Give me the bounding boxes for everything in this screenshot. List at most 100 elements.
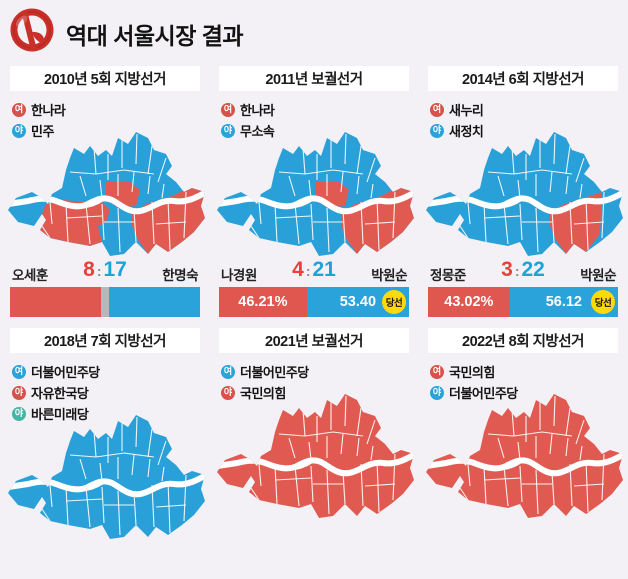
score-colon: : [305,263,311,279]
district-border-line [340,171,344,193]
seoul-district-map [8,132,205,256]
vote-pct-label: 53.40 [339,294,377,310]
candidate-name-right: 박원순 [371,268,407,283]
party-side-badge: 야 [12,385,26,400]
district-border-line [549,171,553,193]
party-side-badge: 야 [430,123,444,138]
district-border-line [49,201,53,225]
seoul-district-map [217,132,414,256]
district-border-line [167,197,171,251]
party-side-badge: 야 [221,385,235,400]
vote-share-bar: 43.02% 56.12 당선 [428,287,618,317]
party-legend: 여 새누리 야 새정치 [430,99,484,141]
district-border-line [308,179,312,199]
legend-item: 야 바른미래당 [12,403,100,424]
candidate-name-left: 오세훈 [12,268,48,283]
legend-item: 야 더불어민주당 [430,382,518,403]
vote-bar-segment-blue: 56.12 당선 [509,287,618,317]
district-score: 4:21 [219,258,409,282]
seoul-district-map [8,415,205,539]
page-title: 역대 서울시장 결과 [66,23,244,49]
vote-bar-segment-red: 43.02% [428,287,510,317]
candidate-name-right: 박원순 [580,268,616,283]
party-legend: 여 국민의힘 야 더불어민주당 [430,361,518,403]
han-river-fork [488,198,523,209]
district-border-line [133,209,137,243]
map-base-silhouette [217,394,414,518]
district-border-line [65,203,69,243]
election-title: 2010년 5회 지방선거 [10,66,200,91]
party-side-badge: 야 [221,123,235,138]
party-side-badge: 여 [430,364,444,379]
party-name-label: 무소속 [240,124,275,139]
candidate-name-right: 한명숙 [162,268,198,283]
district-border-line [302,409,306,437]
district-border-line [294,203,300,245]
party-name-label: 바른미래당 [31,407,89,422]
district-border-line [278,169,364,175]
district-border-line [155,221,187,225]
party-name-label: 한나라 [31,103,66,118]
district-region-west_cluster [40,200,110,246]
election-title: 2011년 보궐선거 [219,66,409,91]
district-border-line [342,209,346,243]
district-border-line [553,133,556,165]
district-border-line [310,203,314,241]
election-title: 2022년 8회 지방선거 [428,328,618,353]
han-river-fork [70,198,105,209]
district-border-line [326,207,330,253]
district-border-line [147,145,153,175]
candidate-name-left: 정몽준 [430,268,466,283]
legend-item: 야 무소속 [221,120,275,141]
district-border-line [517,179,521,199]
party-name-label: 민주 [31,124,54,139]
district-border-line [344,395,347,427]
score-blue-count: 22 [521,258,545,281]
district-border-line [535,207,539,253]
district-border-line [553,395,556,427]
district-border-line [565,145,571,175]
legend-item: 야 민주 [12,120,65,141]
district-border-line [497,175,505,197]
district-border-line [565,407,571,437]
party-legend: 여 더불어민주당 야 국민의힘 [221,361,309,403]
district-border-line [135,133,138,165]
district-border-line [487,169,573,175]
district-border-line [258,201,262,225]
legend-item: 여 더불어민주당 [12,361,100,382]
score-blue-count: 17 [103,258,127,281]
party-name-label: 더불어민주당 [449,386,518,401]
candidate-name-left: 나경원 [221,268,257,283]
legend-item: 여 국민의힘 [430,361,518,382]
party-name-label: 새정치 [449,124,484,139]
district-border-line [65,215,103,219]
district-border-line [344,133,347,165]
han-river [426,187,623,215]
party-side-badge: 여 [12,364,26,379]
party-name-label: 자유한국당 [31,386,89,401]
vote-bar-segment-blue: 53.40 당선 [306,287,409,317]
district-border-line [101,203,105,241]
district-border-line [511,147,515,175]
vote-pct-label: 56.12 [545,294,582,310]
election-panel-e2014: 2014년 6회 지방선거 여 새누리 야 새정치 3:22 정몽준 박원순 43.02% 56.… [426,66,623,317]
party-side-badge: 여 [221,102,235,117]
district-border-line [573,221,605,225]
party-side-badge: 야 [12,406,26,421]
district-border-line [93,147,97,175]
district-border-line [161,183,165,199]
district-border-line [278,431,364,437]
nec-ballot-stamp-logo-icon [10,8,54,52]
district-border-line [274,215,312,219]
election-title: 2014년 6회 지방선거 [428,66,618,91]
party-side-badge: 여 [430,102,444,117]
district-border-line [519,203,523,241]
legend-item: 여 한나라 [12,99,66,120]
district-border-line [41,225,51,239]
election-title: 2021년 보궐선거 [219,328,409,353]
winner-badge: 당선 [590,290,615,314]
page-header: 역대 서울시장 결과 [0,0,628,62]
score-row: 3:22 정몽준 박원순 [428,258,618,284]
party-side-badge: 야 [12,123,26,138]
